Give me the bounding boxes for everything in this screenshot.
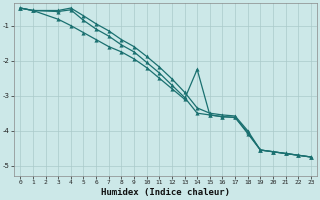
- X-axis label: Humidex (Indice chaleur): Humidex (Indice chaleur): [101, 188, 230, 197]
